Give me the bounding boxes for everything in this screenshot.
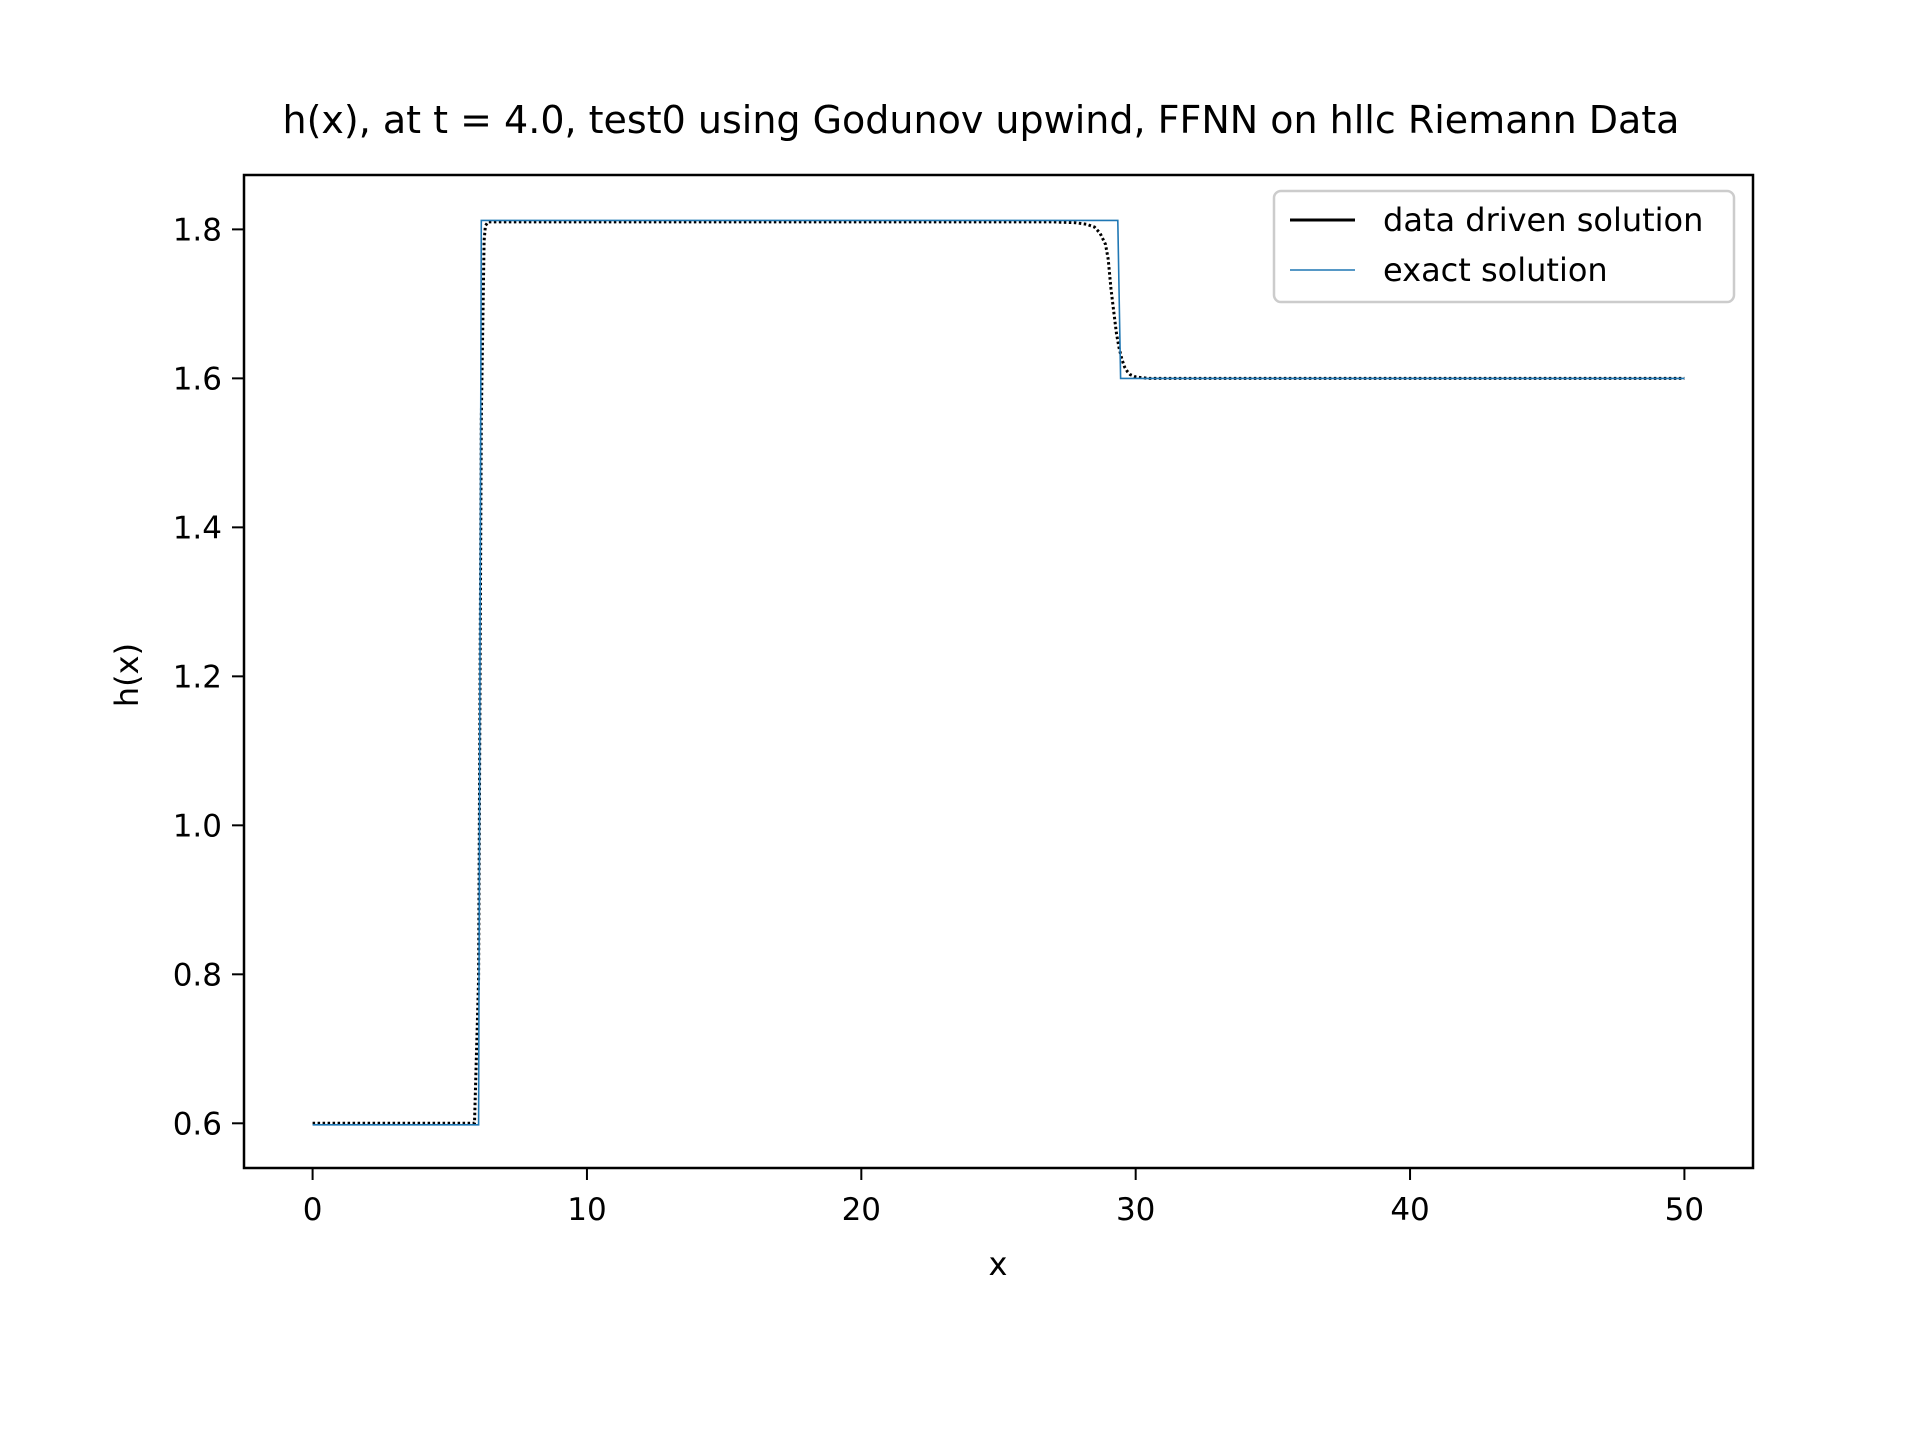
series-line-exact-solution	[312, 219, 1685, 1126]
x-tick-label: 40	[1390, 1192, 1429, 1228]
y-tick-label: 1.4	[173, 510, 222, 546]
y-tick-label: 1.6	[173, 361, 222, 397]
x-tick-label: 50	[1665, 1192, 1704, 1228]
x-tick-label: 30	[1116, 1192, 1155, 1228]
legend-box	[1272, 189, 1736, 304]
chart-title: h(x), at t = 4.0, test0 using Godunov up…	[283, 98, 1680, 142]
x-tick-label: 20	[842, 1192, 881, 1228]
axes-frame	[242, 173, 1755, 1170]
y-tick-label: 1.0	[173, 808, 222, 844]
legend-label-exact: exact solution	[1383, 251, 1608, 289]
y-tick-label: 1.2	[173, 659, 222, 695]
y-tick-label: 0.6	[173, 1106, 222, 1142]
y-tick-label: 0.8	[173, 957, 222, 993]
plot-area	[312, 219, 1685, 1126]
x-axis-ticks: 0 10 20 30 40 50	[303, 1168, 1704, 1228]
legend-label-data-driven: data driven solution	[1383, 201, 1703, 239]
y-axis-ticks: 0.6 0.8 1.0 1.2 1.4 1.6 1.8	[173, 212, 244, 1142]
series-line-data-driven-solution	[312, 220, 1685, 1125]
x-tick-label: 0	[303, 1192, 323, 1228]
x-axis-label: x	[989, 1245, 1008, 1283]
y-tick-label: 1.8	[173, 212, 222, 248]
x-tick-label: 10	[567, 1192, 606, 1228]
y-axis-label: h(x)	[108, 643, 146, 707]
legend: data driven solution exact solution	[1272, 189, 1736, 304]
